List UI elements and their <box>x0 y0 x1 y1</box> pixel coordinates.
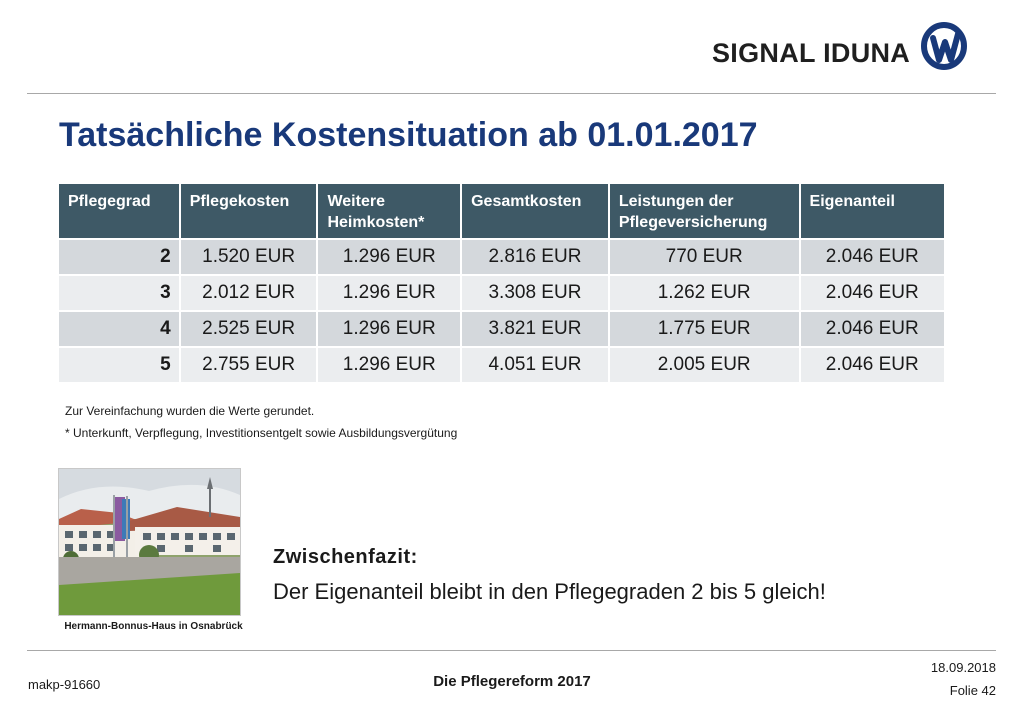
photo-caption: Hermann-Bonnus-Haus in Osnabrück <box>64 621 243 632</box>
eigenanteil-cell: 2.046 EUR <box>800 312 944 346</box>
pflegegrad-cell: 2 <box>59 240 179 274</box>
heimkosten-cell: 1.296 EUR <box>318 312 461 346</box>
pflegekosten-cell: 2.755 EUR <box>180 348 317 382</box>
footer-title: Die Pflegereform 2017 <box>433 673 591 690</box>
leistungen-cell: 1.775 EUR <box>609 312 799 346</box>
eigenanteil-cell: 2.046 EUR <box>800 240 944 274</box>
table-notes: Zur Vereinfachung wurden die Werte gerun… <box>65 400 457 444</box>
signal-iduna-logo-icon <box>921 22 968 70</box>
care-home-building-image <box>59 469 240 615</box>
brand: SIGNAL IDUNA <box>712 20 968 72</box>
table-row: 3 2.012 EUR 1.296 EUR 3.308 EUR 1.262 EU… <box>59 276 944 310</box>
leistungen-cell: 1.262 EUR <box>609 276 799 310</box>
column-header-weitere-heimkosten: Weitere Heimkosten* <box>318 184 461 238</box>
cost-table: Pflegegrad Pflegekosten Weitere Heimkost… <box>57 182 946 384</box>
column-header-gesamtkosten: Gesamtkosten <box>462 184 608 238</box>
leistungen-cell: 770 EUR <box>609 240 799 274</box>
rounding-note: Zur Vereinfachung wurden die Werte gerun… <box>65 404 315 418</box>
gesamtkosten-cell: 3.308 EUR <box>462 276 608 310</box>
page-title: Tatsächliche Kostensituation ab 01.01.20… <box>59 116 758 154</box>
pflegegrad-cell: 3 <box>59 276 179 310</box>
pflegegrad-cell: 5 <box>59 348 179 382</box>
heimkosten-cell: 1.296 EUR <box>318 276 461 310</box>
column-header-leistungen: Leistungen der Pflegeversicherung <box>609 184 799 238</box>
pflegekosten-cell: 2.012 EUR <box>180 276 317 310</box>
top-divider <box>27 93 996 94</box>
footnote: * Unterkunft, Verpflegung, Investitionse… <box>65 426 458 440</box>
table-row: 2 1.520 EUR 1.296 EUR 2.816 EUR 770 EUR … <box>59 240 944 274</box>
leistungen-cell: 2.005 EUR <box>609 348 799 382</box>
column-header-eigenanteil: Eigenanteil <box>800 184 944 238</box>
heimkosten-cell: 1.296 EUR <box>318 348 461 382</box>
table-header-row: Pflegegrad Pflegekosten Weitere Heimkost… <box>59 184 944 238</box>
pflegegrad-cell: 4 <box>59 312 179 346</box>
building-photo <box>58 468 241 616</box>
column-header-pflegegrad: Pflegegrad <box>59 184 179 238</box>
brand-name: SIGNAL IDUNA <box>712 37 911 68</box>
table-row: 4 2.525 EUR 1.296 EUR 3.821 EUR 1.775 EU… <box>59 312 944 346</box>
gesamtkosten-cell: 4.051 EUR <box>462 348 608 382</box>
interim-text: Der Eigenanteil bleibt in den Pflegegrad… <box>273 579 826 604</box>
eigenanteil-cell: 2.046 EUR <box>800 276 944 310</box>
footer-code: makp-91660 <box>28 677 101 692</box>
bottom-divider <box>27 650 996 651</box>
gesamtkosten-cell: 2.816 EUR <box>462 240 608 274</box>
interim-heading: Zwischenfazit: <box>273 546 418 568</box>
pflegekosten-cell: 2.525 EUR <box>180 312 317 346</box>
gesamtkosten-cell: 3.821 EUR <box>462 312 608 346</box>
eigenanteil-cell: 2.046 EUR <box>800 348 944 382</box>
footer-date: 18.09.2018 <box>930 660 996 675</box>
slide-number: Folie 42 <box>949 683 996 698</box>
column-header-pflegekosten: Pflegekosten <box>180 184 317 238</box>
table-row: 5 2.755 EUR 1.296 EUR 4.051 EUR 2.005 EU… <box>59 348 944 382</box>
pflegekosten-cell: 1.520 EUR <box>180 240 317 274</box>
heimkosten-cell: 1.296 EUR <box>318 240 461 274</box>
